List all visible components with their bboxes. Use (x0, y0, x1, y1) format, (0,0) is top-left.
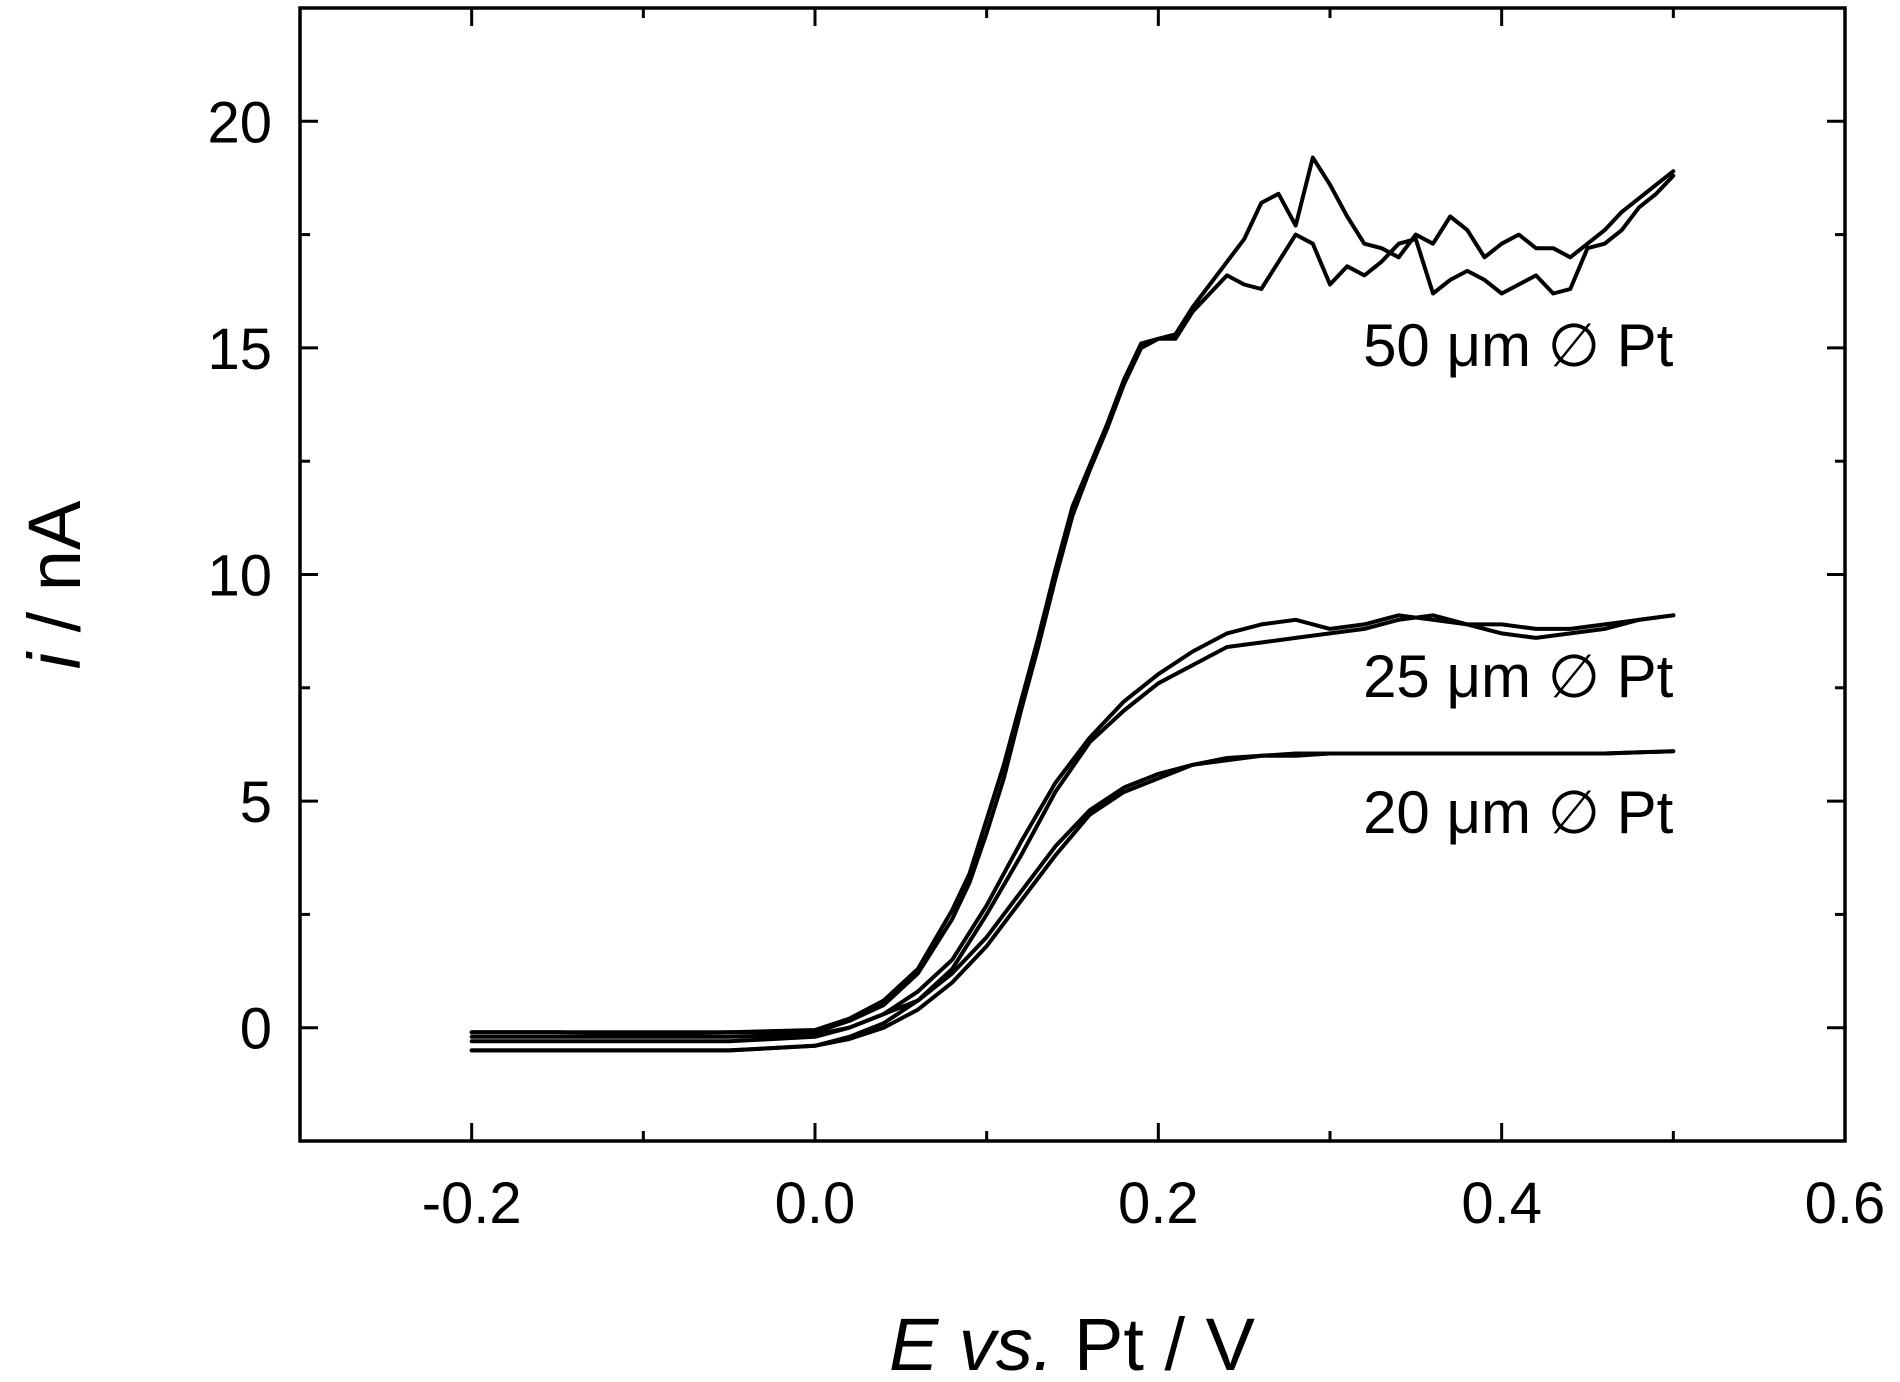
x-tick-label: -0.2 (422, 1171, 522, 1236)
curve-annotations: 50 μm ∅ Pt 25 μm ∅ Pt 20 μm ∅ Pt (1363, 312, 1674, 846)
x-axis-title: E vs. Pt / V (889, 1303, 1256, 1382)
axis-ticks (300, 8, 1847, 1141)
y-tick-label: 15 (207, 317, 272, 382)
data-traces (469, 155, 1676, 1053)
curve-label-3: 20 μm ∅ Pt (1363, 779, 1674, 846)
x-axis-title-unit: Pt / V (1053, 1303, 1255, 1382)
y-tick-label: 5 (240, 770, 272, 835)
series-line-2 (469, 173, 1676, 1037)
series-line-1 (469, 155, 1676, 1035)
y-tick-label: 10 (207, 544, 272, 609)
y-tick-label: 20 (207, 90, 272, 155)
x-tick-label: 0.0 (775, 1171, 856, 1236)
x-tick-label: 0.2 (1118, 1171, 1199, 1236)
y-axis-title-unit: / nA (13, 500, 96, 653)
y-axis-title: i / nA (13, 500, 96, 669)
curve-label-2: 25 μm ∅ Pt (1363, 643, 1674, 710)
series-line-6 (469, 749, 1676, 1053)
y-tick-label: 0 (240, 997, 272, 1062)
x-axis-title-symbol: E (889, 1303, 940, 1382)
plot-frame (298, 6, 1847, 1143)
y-axis-title-symbol: i (13, 650, 96, 669)
x-tick-label: 0.6 (1805, 1171, 1886, 1236)
axis-tick-labels: -0.2 0.0 0.2 0.4 0.6 0 5 10 15 20 (207, 90, 1885, 1236)
x-axis-title-vs: vs. (938, 1303, 1053, 1382)
x-tick-label: 0.4 (1461, 1171, 1542, 1236)
curve-label-1: 50 μm ∅ Pt (1363, 312, 1674, 379)
